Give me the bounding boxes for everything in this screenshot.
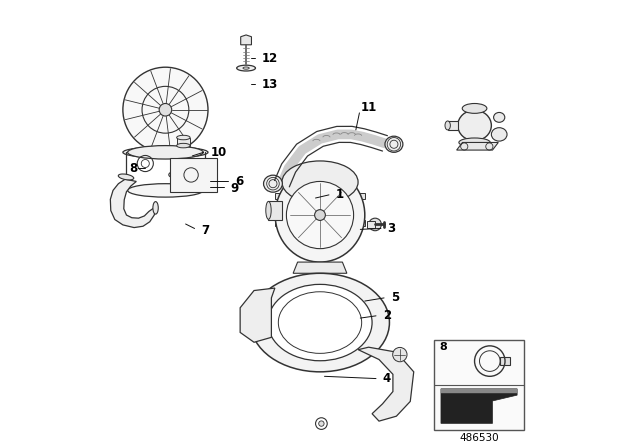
Ellipse shape bbox=[275, 168, 365, 262]
Ellipse shape bbox=[282, 161, 358, 203]
Polygon shape bbox=[269, 201, 282, 220]
Polygon shape bbox=[441, 389, 517, 393]
Text: 13: 13 bbox=[262, 78, 278, 91]
Text: 486530: 486530 bbox=[460, 433, 499, 443]
Ellipse shape bbox=[268, 284, 372, 361]
Circle shape bbox=[315, 210, 325, 220]
Polygon shape bbox=[457, 142, 499, 150]
Polygon shape bbox=[293, 262, 347, 273]
Text: 12: 12 bbox=[262, 52, 278, 65]
Ellipse shape bbox=[385, 136, 403, 152]
Ellipse shape bbox=[176, 172, 191, 177]
Polygon shape bbox=[241, 35, 252, 45]
Bar bbox=[435, 340, 524, 430]
Circle shape bbox=[319, 421, 324, 426]
Circle shape bbox=[287, 181, 354, 249]
Ellipse shape bbox=[177, 135, 190, 140]
Circle shape bbox=[159, 103, 172, 116]
Text: 1: 1 bbox=[336, 188, 344, 202]
Ellipse shape bbox=[127, 146, 204, 159]
Ellipse shape bbox=[492, 128, 507, 141]
Ellipse shape bbox=[264, 175, 282, 192]
Ellipse shape bbox=[493, 112, 505, 122]
Ellipse shape bbox=[118, 174, 134, 180]
Text: 2: 2 bbox=[383, 309, 391, 323]
Ellipse shape bbox=[237, 65, 255, 71]
Ellipse shape bbox=[243, 67, 249, 69]
Polygon shape bbox=[170, 158, 217, 192]
Text: 11: 11 bbox=[360, 101, 376, 114]
Circle shape bbox=[369, 218, 381, 231]
Polygon shape bbox=[177, 138, 190, 146]
Ellipse shape bbox=[153, 202, 158, 214]
Text: 5: 5 bbox=[391, 291, 399, 305]
Bar bbox=[275, 220, 365, 226]
Ellipse shape bbox=[127, 184, 204, 197]
Circle shape bbox=[123, 67, 208, 152]
Polygon shape bbox=[240, 288, 275, 342]
Ellipse shape bbox=[250, 273, 389, 372]
Ellipse shape bbox=[169, 170, 198, 180]
Ellipse shape bbox=[123, 147, 208, 158]
Polygon shape bbox=[358, 347, 413, 421]
Text: 8: 8 bbox=[130, 161, 138, 175]
Ellipse shape bbox=[462, 103, 487, 113]
Ellipse shape bbox=[445, 121, 451, 130]
Text: 6: 6 bbox=[235, 175, 243, 188]
Ellipse shape bbox=[458, 110, 492, 141]
Text: 9: 9 bbox=[230, 181, 239, 195]
Polygon shape bbox=[441, 389, 517, 423]
Text: 7: 7 bbox=[202, 224, 209, 237]
Ellipse shape bbox=[177, 143, 190, 148]
Polygon shape bbox=[448, 121, 458, 130]
Text: 3: 3 bbox=[387, 222, 396, 235]
Bar bbox=[500, 357, 509, 365]
Bar bbox=[275, 193, 365, 199]
Ellipse shape bbox=[266, 202, 271, 220]
Polygon shape bbox=[367, 221, 375, 228]
Circle shape bbox=[393, 348, 407, 362]
Text: 10: 10 bbox=[210, 146, 227, 159]
Text: 4: 4 bbox=[383, 372, 391, 385]
Polygon shape bbox=[110, 179, 157, 228]
Text: 8: 8 bbox=[440, 342, 447, 352]
Ellipse shape bbox=[459, 138, 490, 147]
